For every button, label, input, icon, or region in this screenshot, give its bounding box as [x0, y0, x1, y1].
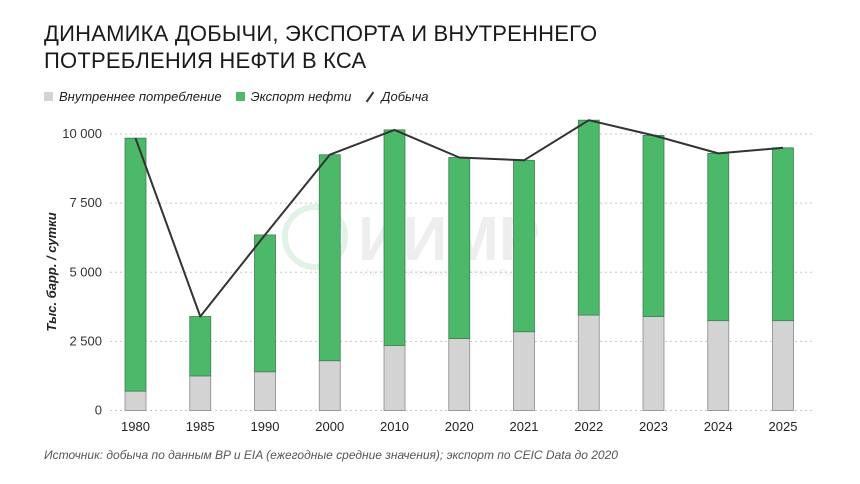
y-tick-label: 5 000: [69, 264, 102, 279]
x-tick-label: 2020: [445, 419, 474, 434]
source-note: Источник: добыча по данным BP и EIA (еже…: [44, 448, 618, 462]
production-line: [134, 119, 784, 318]
bar-consumption: [513, 331, 535, 411]
bar-consumption: [448, 338, 471, 411]
legend-swatch-export: [235, 92, 245, 101]
legend-item-export: Экспорт нефти: [235, 89, 352, 104]
y-axis-label: Тыс. барр. / сутки: [44, 212, 59, 331]
x-tick-label: 2024: [704, 419, 733, 434]
bar-export: [513, 159, 535, 333]
bar-export: [254, 234, 276, 373]
x-tick-label: 2023: [639, 419, 668, 434]
bar-consumption: [772, 320, 794, 411]
bar-export: [124, 137, 147, 392]
bar-consumption: [577, 314, 600, 411]
watermark-globe-icon: [282, 204, 348, 270]
x-tick-label: 2000: [315, 419, 344, 434]
bar-export: [577, 119, 600, 316]
bar-consumption: [707, 320, 730, 411]
x-tick-label: 2010: [380, 419, 409, 434]
bar-export: [189, 316, 212, 377]
legend-label-production: Добыча: [381, 89, 429, 104]
chart-title-line-2: потребления нефти в КСА: [44, 48, 367, 73]
bar-consumption: [642, 316, 665, 411]
bar-consumption: [383, 345, 406, 411]
legend-label-export: Экспорт нефти: [250, 89, 352, 104]
bar-consumption: [124, 390, 147, 411]
x-tick-label: 1990: [251, 419, 280, 434]
chart-title: Динамика добычи, экспорта и внутреннего …: [44, 20, 664, 74]
bar-export: [642, 134, 665, 317]
legend-swatch-consumption: [44, 92, 53, 101]
bar-export: [318, 154, 341, 362]
chart-legend: Внутреннее потребление Экспорт нефти Доб…: [44, 89, 429, 104]
x-tick-label: 2022: [574, 419, 603, 434]
watermark-subtext: Институт Изучения Мировых Рынков: [362, 268, 534, 279]
y-tick-label: 7 500: [69, 195, 102, 210]
y-tick-label: 2 500: [69, 333, 102, 348]
bar-export: [772, 147, 794, 322]
x-tick-label: 2025: [769, 419, 798, 434]
chart-title-line-1: Динамика добычи, экспорта и внутреннего: [44, 21, 598, 46]
bar-export: [383, 129, 406, 346]
legend-item-production: Добыча: [365, 89, 428, 104]
x-tick-label: 1985: [186, 419, 215, 434]
y-tick-label: 0: [95, 403, 102, 418]
legend-item-consumption: Внутреннее потребление: [44, 89, 222, 104]
x-tick-label: 2021: [510, 419, 539, 434]
bar-export: [448, 157, 471, 340]
legend-label-consumption: Внутреннее потребление: [59, 89, 222, 104]
bar-consumption: [254, 371, 276, 411]
bar-consumption: [318, 360, 341, 411]
bar-consumption: [189, 375, 212, 411]
y-tick-label: 10 000: [62, 126, 102, 141]
bar-export: [707, 152, 730, 322]
x-tick-label: 1980: [121, 419, 150, 434]
